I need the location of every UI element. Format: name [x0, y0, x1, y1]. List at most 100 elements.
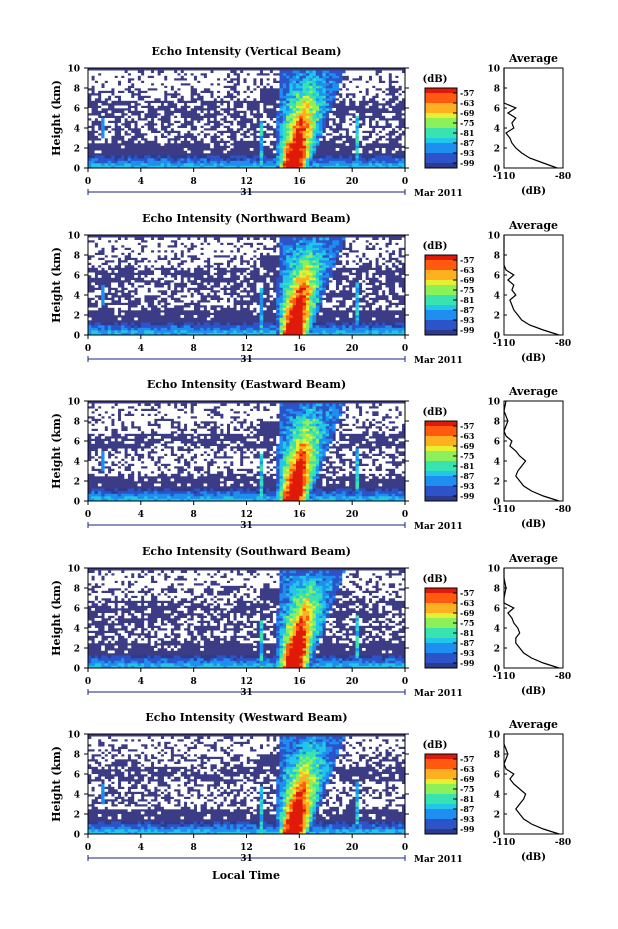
heatmap-cell: [200, 290, 204, 293]
heatmap-cell: [263, 75, 267, 79]
heatmap-cell: [309, 135, 313, 139]
heatmap-cell: [107, 237, 112, 241]
heatmap-cell: [94, 70, 99, 74]
heatmap-cell: [385, 165, 389, 169]
heatmap-cell: [279, 80, 284, 84]
heatmap-cell: [279, 98, 284, 101]
heatmap-cell: [322, 90, 327, 94]
heatmap-cell: [371, 270, 376, 273]
heatmap-cell: [190, 277, 194, 281]
heatmap-cell: [147, 431, 152, 434]
heatmap-cell: [348, 332, 353, 336]
heatmap-cell: [190, 327, 194, 331]
heatmap-cell: [296, 280, 300, 283]
heatmap-cell: [292, 100, 297, 104]
heatmap-cell: [259, 123, 264, 126]
heatmap-cell: [371, 160, 376, 164]
heatmap-cell: [292, 115, 297, 119]
heatmap-cell: [269, 155, 274, 159]
heatmap-cell: [150, 158, 155, 161]
colorbar-frame: [424, 254, 458, 336]
heatmap-cell: [249, 88, 254, 91]
heatmap-cell: [276, 247, 280, 251]
heatmap-cell: [381, 100, 386, 104]
heatmap-cell: [107, 270, 112, 273]
heatmap-cell: [299, 262, 303, 266]
heatmap-cell: [140, 75, 145, 79]
heatmap-cell: [101, 128, 105, 131]
average-y-tick-label: 4: [494, 292, 500, 302]
heatmap-cell: [286, 252, 290, 256]
heatmap-cell: [256, 93, 261, 96]
heatmap-cell: [117, 140, 122, 144]
heatmap-cell: [170, 83, 175, 86]
heatmap-cell: [329, 120, 333, 124]
heatmap-cell: [249, 305, 254, 308]
heatmap-cell: [183, 160, 188, 164]
heatmap-cell: [329, 267, 333, 271]
heatmap-cell: [147, 498, 152, 502]
heatmap-cell: [309, 70, 313, 74]
heatmap-cell: [173, 433, 178, 437]
heatmap-cell: [282, 113, 287, 116]
heatmap-cell: [319, 265, 323, 268]
heatmap-cell: [104, 123, 109, 126]
heatmap-cell: [332, 237, 336, 241]
heatmap-cell: [319, 247, 323, 251]
heatmap-cell: [289, 103, 294, 106]
heatmap-cell: [348, 265, 353, 268]
heatmap-cell: [286, 93, 290, 96]
heatmap-cell: [107, 330, 112, 333]
heatmap-cell: [299, 272, 303, 276]
heatmap-cell: [223, 265, 227, 268]
heatmap-cell: [183, 80, 188, 84]
heatmap-cell: [190, 267, 194, 271]
heatmap-cell: [137, 158, 142, 161]
heatmap-cell: [160, 451, 165, 454]
heatmap-cell: [223, 138, 227, 141]
heatmap-cell: [243, 73, 247, 76]
heatmap-cell: [187, 155, 191, 159]
heatmap-cell: [130, 88, 135, 91]
heatmap-cell: [368, 327, 373, 331]
heatmap-cell: [144, 416, 148, 419]
heatmap-cell: [121, 145, 125, 149]
heatmap-cell: [312, 143, 317, 146]
heatmap-cell: [348, 275, 353, 278]
heatmap-cell: [246, 155, 251, 159]
heatmap-cell: [368, 255, 373, 258]
heatmap-cell: [385, 327, 389, 331]
heatmap-cell: [309, 73, 313, 76]
heatmap-cell: [206, 135, 211, 139]
heatmap-cell: [167, 327, 171, 331]
colorbar-swatch: [425, 260, 457, 266]
heatmap-cell: [249, 75, 254, 79]
heatmap-cell: [124, 95, 128, 99]
heatmap-cell: [362, 322, 366, 326]
heatmap-cell: [266, 245, 270, 248]
heatmap-cell: [391, 245, 396, 248]
heatmap-cell: [117, 113, 122, 116]
heatmap-cell: [395, 163, 399, 166]
heatmap-cell: [107, 423, 112, 427]
heatmap-cell: [147, 255, 152, 258]
heatmap-cell: [114, 408, 119, 412]
heatmap-cell: [352, 110, 356, 114]
heatmap-cell: [121, 105, 125, 109]
heatmap-cell: [335, 265, 340, 268]
heatmap-cell: [203, 140, 208, 144]
heatmap-cell: [134, 307, 138, 311]
heatmap-cell: [342, 158, 346, 161]
heatmap-cell: [107, 327, 112, 331]
heatmap-cell: [352, 70, 356, 74]
heatmap-cell: [355, 282, 360, 286]
heatmap-cell: [229, 327, 234, 331]
heatmap-cell: [259, 148, 264, 151]
heatmap-cell: [279, 150, 284, 154]
heatmap-cell: [398, 70, 402, 74]
heatmap-cell: [163, 332, 168, 336]
heatmap-cell: [289, 295, 294, 298]
heatmap-cell: [117, 322, 122, 326]
heatmap-cell: [196, 100, 201, 104]
heatmap-cell: [299, 252, 303, 256]
